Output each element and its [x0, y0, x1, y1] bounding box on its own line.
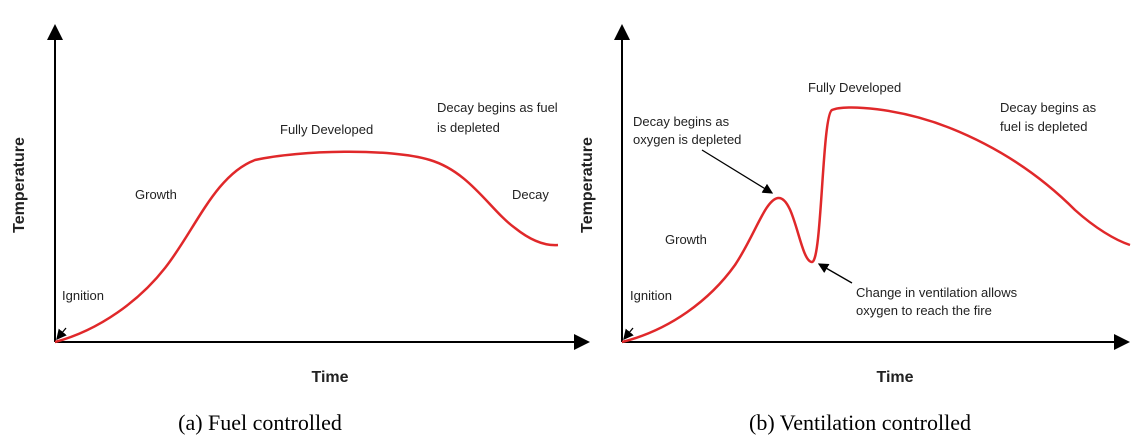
temperature-curve — [54, 150, 559, 344]
label: oxygen is depleted — [633, 132, 741, 147]
label: is depleted — [437, 120, 500, 135]
x-label: Time — [876, 369, 913, 386]
label: fuel is depleted — [1000, 119, 1087, 134]
label: Ignition — [62, 288, 104, 303]
arrow — [817, 263, 853, 284]
arrow — [56, 327, 67, 341]
label: Decay begins as fuel — [437, 100, 558, 115]
panel-b: Temperature Time Ignition Growth Decay b… — [579, 24, 1131, 435]
label: Decay — [512, 187, 549, 202]
label: Ignition — [630, 288, 672, 303]
label: Fully Developed — [280, 122, 373, 137]
label: Decay begins as — [633, 114, 730, 129]
arrow — [701, 149, 774, 194]
temperature-curve — [621, 106, 1131, 344]
panel-a: Temperature Time Ignition Growth Fully D… — [11, 24, 590, 435]
label: Change in ventilation allows — [856, 285, 1018, 300]
label: Fully Developed — [808, 80, 901, 95]
label: oxygen to reach the fire — [856, 303, 992, 318]
y-label: Temperature — [579, 137, 596, 233]
caption: (b) Ventilation controlled — [749, 410, 971, 435]
label: Decay begins as — [1000, 100, 1097, 115]
label: Growth — [135, 187, 177, 202]
caption: (a) Fuel controlled — [178, 410, 342, 435]
x-label: Time — [311, 369, 348, 386]
label: Growth — [665, 232, 707, 247]
arrow — [623, 327, 634, 341]
y-label: Temperature — [11, 137, 28, 233]
